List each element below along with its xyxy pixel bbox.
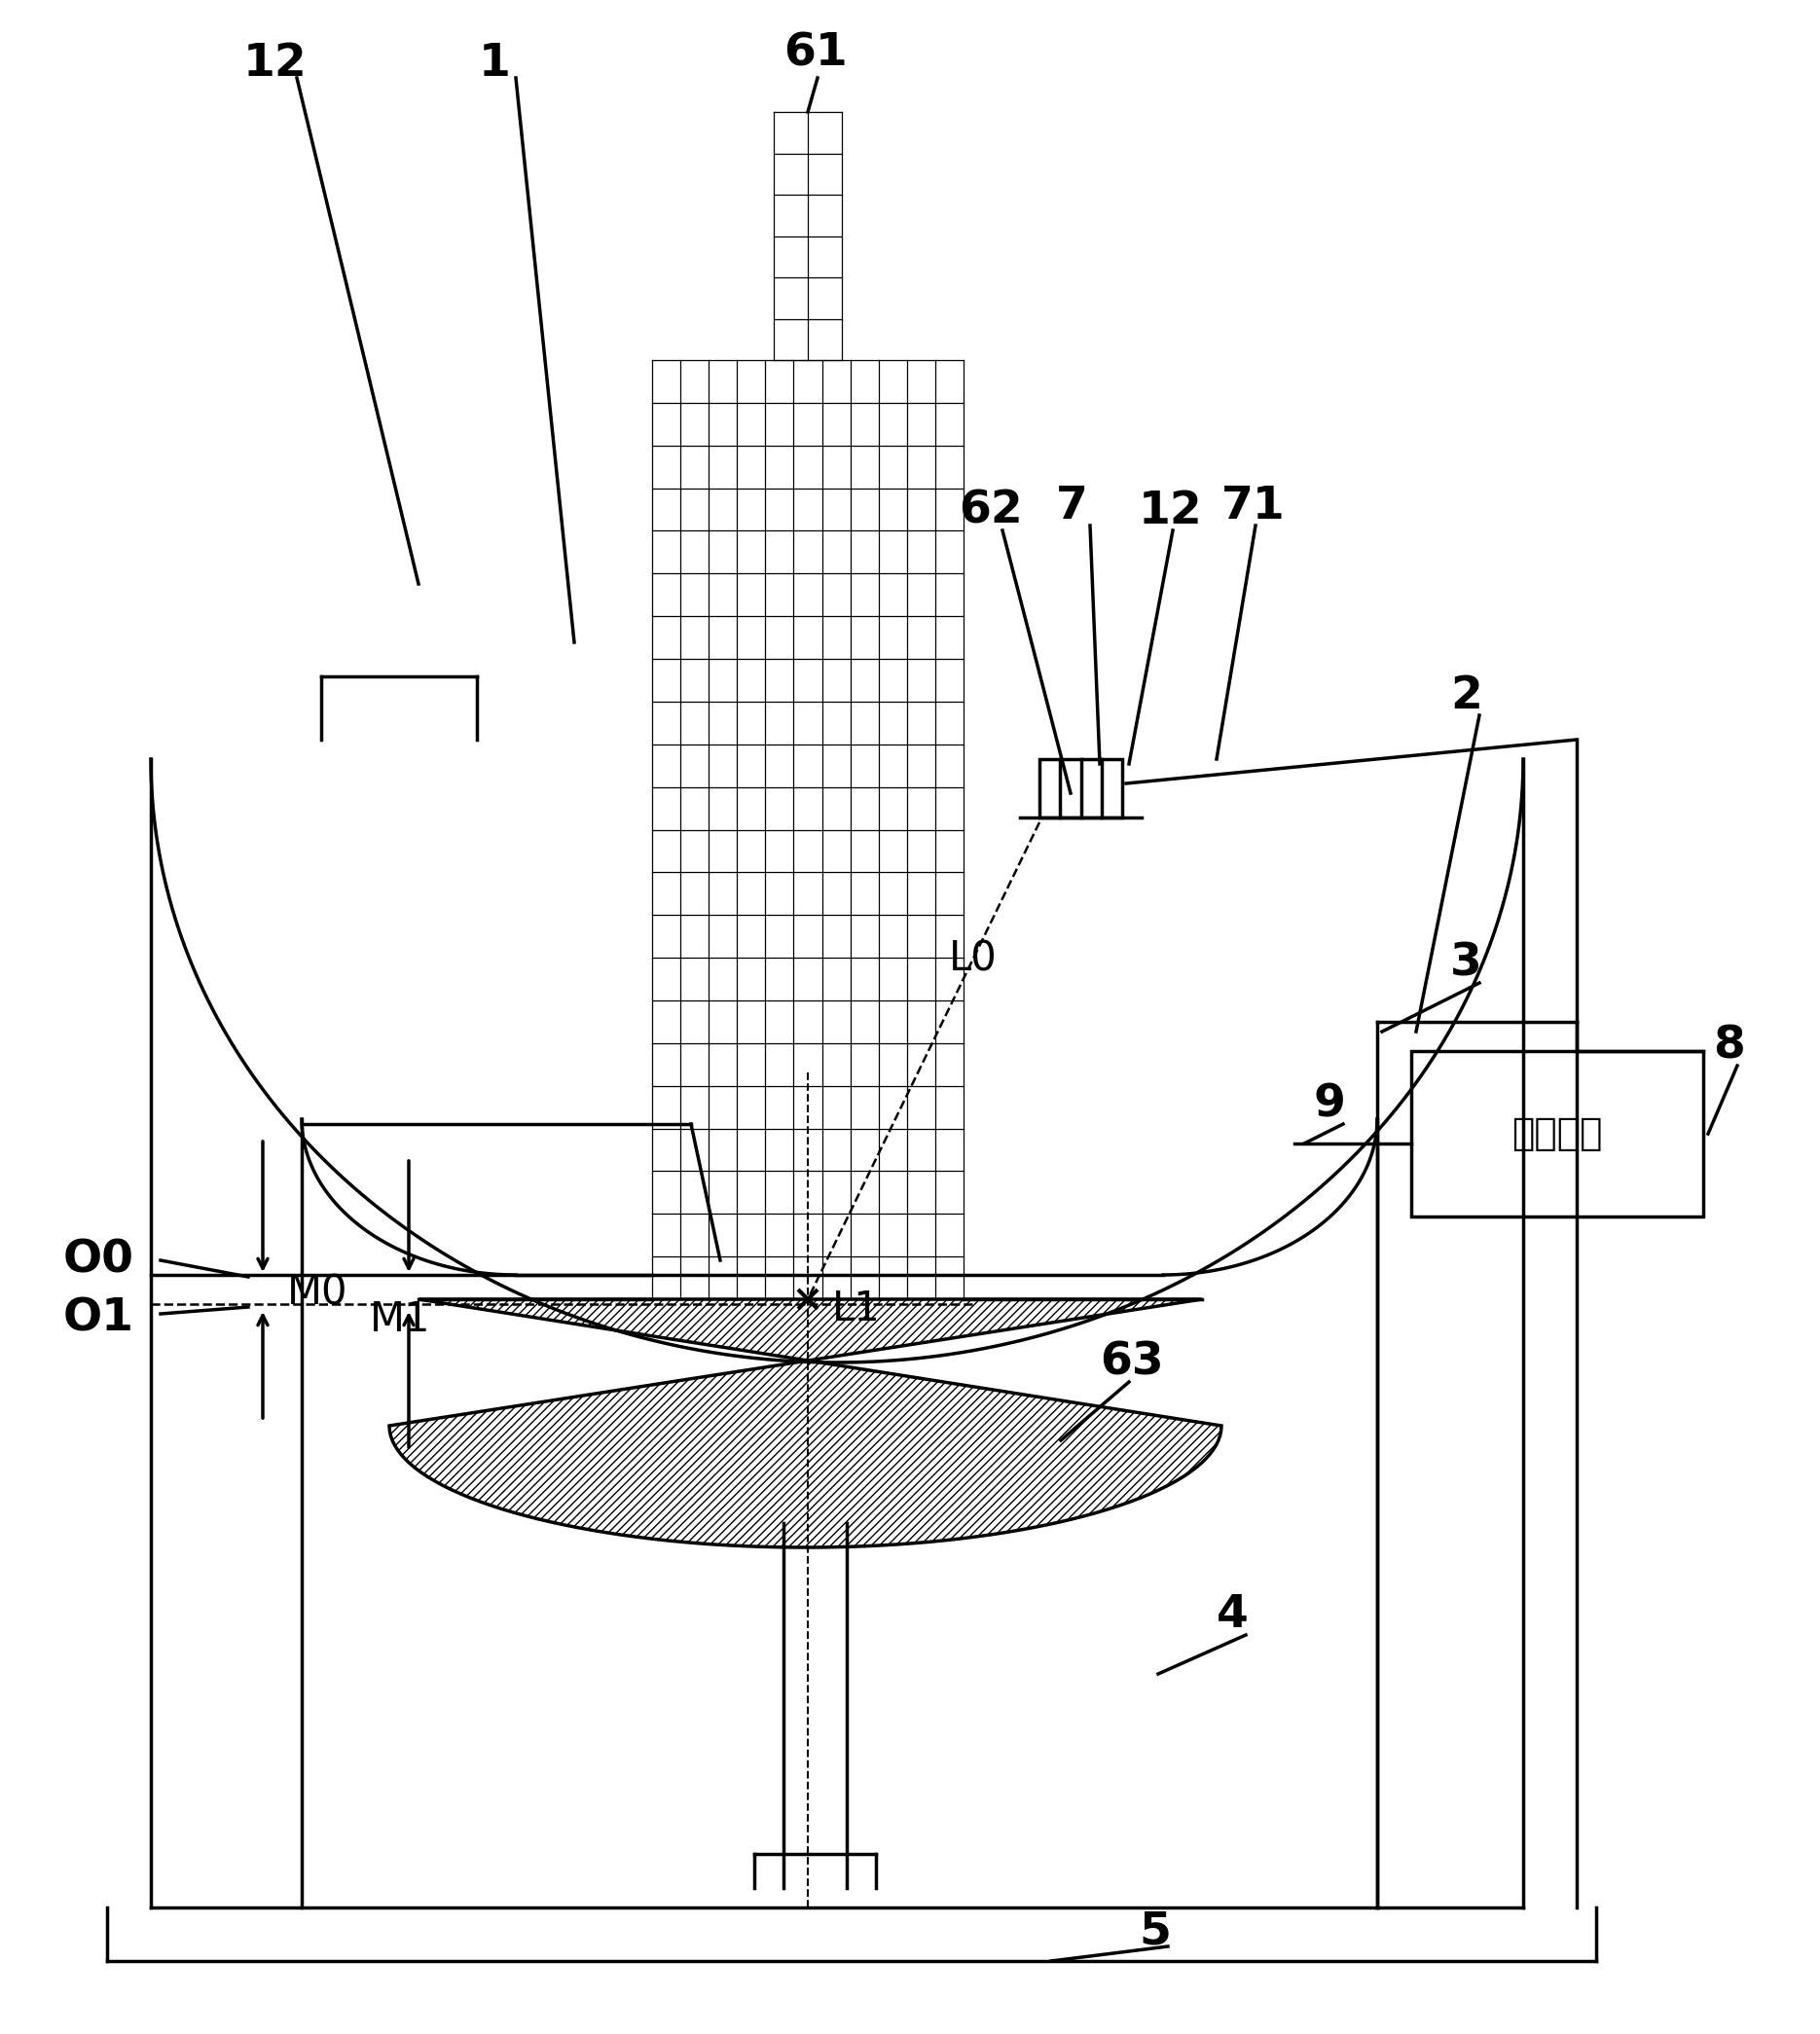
Text: O0: O0 (64, 1239, 135, 1281)
Text: 5: 5 (1139, 1910, 1170, 1955)
Bar (1039, 759, 1123, 818)
Text: 1: 1 (479, 41, 511, 85)
Text: L1: L1 (832, 1288, 881, 1330)
Text: 63: 63 (1099, 1340, 1163, 1385)
Text: M1: M1 (369, 1300, 431, 1340)
Text: 8: 8 (1713, 1025, 1745, 1068)
Polygon shape (389, 1300, 1221, 1548)
Text: 61: 61 (783, 33, 848, 75)
Text: 9: 9 (1314, 1082, 1347, 1127)
Text: 3: 3 (1451, 942, 1481, 984)
Text: O1: O1 (64, 1298, 135, 1340)
Text: 2: 2 (1451, 673, 1481, 718)
Text: 控制回路: 控制回路 (1512, 1115, 1603, 1153)
Bar (1410, 1052, 1704, 1216)
Text: 12: 12 (244, 41, 308, 85)
Text: 62: 62 (959, 488, 1023, 533)
Text: 4: 4 (1216, 1593, 1249, 1637)
Text: 7: 7 (1056, 484, 1088, 529)
Text: L0: L0 (948, 938, 997, 978)
Text: 71: 71 (1221, 484, 1285, 529)
Text: M0: M0 (288, 1271, 348, 1312)
Text: 12: 12 (1139, 488, 1203, 533)
